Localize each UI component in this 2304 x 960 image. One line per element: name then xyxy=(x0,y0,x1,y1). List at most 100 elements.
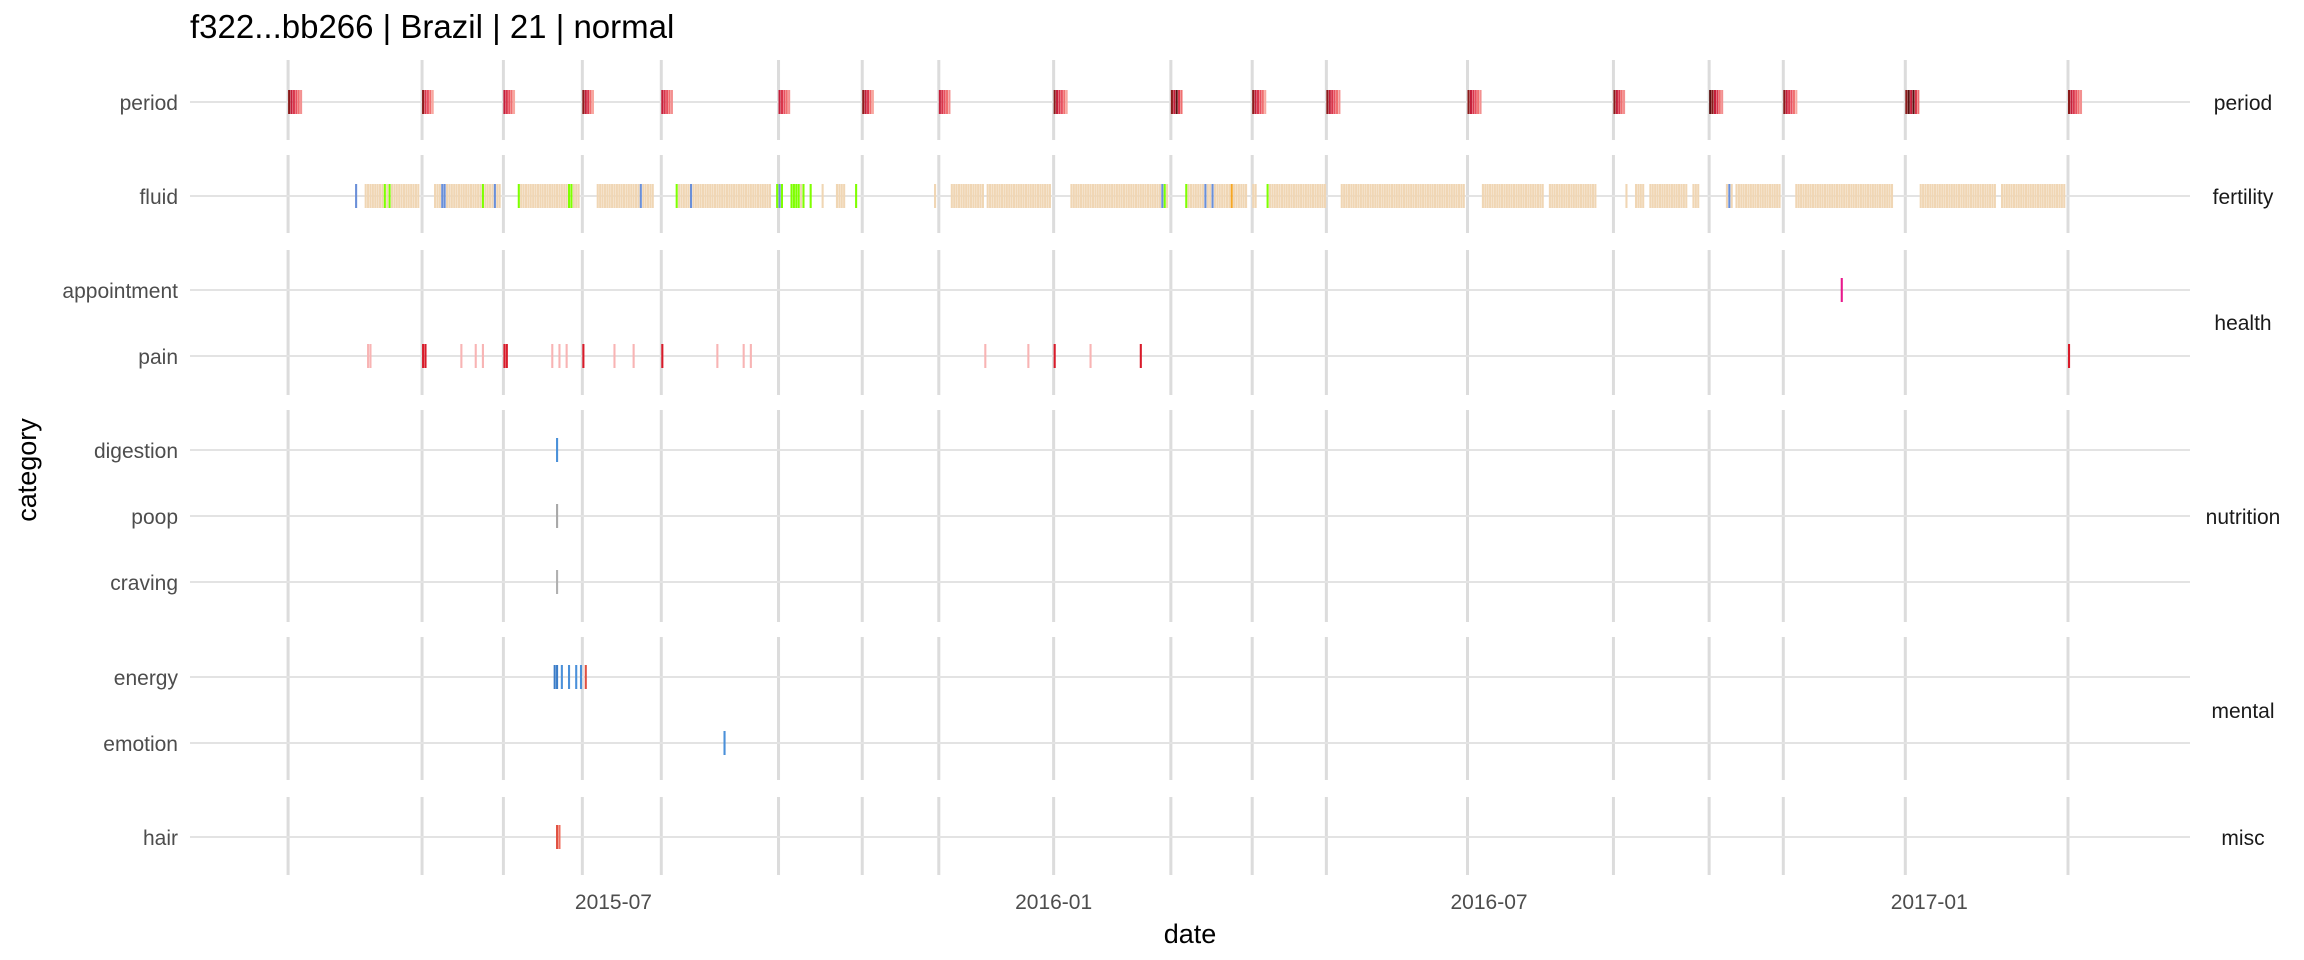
event-mark-fluid xyxy=(723,184,726,208)
event-mark-fluid xyxy=(2044,184,2047,208)
event-mark-fluid xyxy=(795,184,798,208)
event-mark-fluid xyxy=(747,184,750,208)
event-mark-fluid xyxy=(2046,184,2049,208)
event-mark-fluid xyxy=(998,184,1001,208)
event-mark-fluid xyxy=(1773,184,1776,208)
event-mark-fluid xyxy=(355,184,358,208)
event-mark-fluid xyxy=(400,184,403,208)
event-mark-fluid xyxy=(701,184,705,208)
event-mark-period xyxy=(1910,90,1913,114)
event-mark-fluid xyxy=(2060,184,2063,208)
event-mark-fluid xyxy=(395,184,398,208)
y-tick-label-energy: energy xyxy=(114,667,179,690)
event-mark-fluid xyxy=(620,184,623,208)
event-mark-fluid xyxy=(1527,184,1530,208)
event-mark-fluid xyxy=(1438,184,1441,208)
event-mark-fluid xyxy=(1807,184,1810,208)
event-mark-fluid xyxy=(780,184,783,208)
event-mark-fluid xyxy=(1113,184,1116,208)
event-mark-fluid xyxy=(2063,184,2066,208)
event-mark-fluid xyxy=(1740,184,1743,208)
event-mark-fluid xyxy=(1345,184,1348,208)
event-mark-fluid xyxy=(1828,184,1831,208)
event-mark-fluid xyxy=(1745,184,1748,208)
event-mark-energy xyxy=(584,665,587,689)
event-mark-fluid xyxy=(1015,184,1018,208)
event-mark-fluid xyxy=(608,184,611,208)
event-mark-fluid xyxy=(1187,184,1190,208)
event-mark-fluid xyxy=(1302,184,1305,208)
event-mark-fluid xyxy=(649,184,652,208)
event-mark-fluid xyxy=(1225,184,1228,208)
event-mark-fluid xyxy=(1881,184,1884,208)
event-mark-fluid xyxy=(1041,184,1044,208)
event-mark-fluid xyxy=(453,184,456,208)
event-mark-period xyxy=(1721,90,1724,114)
event-mark-fluid xyxy=(1216,184,1219,208)
event-mark-fluid xyxy=(498,184,501,208)
event-mark-fluid xyxy=(2039,184,2042,208)
event-mark-fluid xyxy=(1934,184,1937,208)
event-mark-fluid xyxy=(728,184,731,208)
y-tick-label-digestion: digestion xyxy=(94,440,178,463)
event-mark-fluid xyxy=(572,184,575,208)
event-mark-fluid xyxy=(1199,184,1202,208)
event-mark-fluid xyxy=(840,184,843,208)
event-mark-fluid xyxy=(843,184,846,208)
event-mark-fluid xyxy=(1350,184,1353,208)
event-mark-fluid xyxy=(548,184,551,208)
event-mark-fluid xyxy=(567,184,571,208)
event-mark-fluid xyxy=(1666,184,1669,208)
event-mark-fluid xyxy=(1512,184,1516,208)
event-mark-pain xyxy=(1139,344,1142,368)
event-mark-fluid xyxy=(711,184,714,208)
event-mark-period xyxy=(1905,90,1908,114)
event-mark-period xyxy=(663,90,666,114)
event-mark-fluid xyxy=(381,184,384,208)
event-mark-fluid xyxy=(1359,184,1362,208)
event-mark-pain xyxy=(505,344,508,368)
event-mark-period xyxy=(1173,90,1176,114)
event-mark-fluid xyxy=(1221,184,1224,208)
event-mark-period xyxy=(778,90,781,114)
event-mark-fluid xyxy=(484,184,487,208)
event-mark-fluid xyxy=(1194,184,1197,208)
event-mark-fluid xyxy=(1245,184,1248,208)
event-mark-fluid xyxy=(1491,184,1494,208)
event-mark-fluid xyxy=(1371,184,1374,208)
event-mark-fluid xyxy=(613,184,616,208)
event-mark-fluid xyxy=(599,184,602,208)
event-mark-fluid xyxy=(1419,184,1422,208)
event-mark-fluid xyxy=(1481,184,1484,208)
event-mark-fluid xyxy=(1362,184,1365,208)
event-mark-fluid xyxy=(1749,184,1752,208)
event-mark-fluid xyxy=(1974,184,1977,208)
event-mark-fluid xyxy=(1106,184,1109,208)
event-mark-fluid xyxy=(1431,184,1434,208)
event-mark-fluid xyxy=(1563,184,1566,208)
event-mark-fluid xyxy=(1594,184,1597,208)
event-mark-fluid xyxy=(1319,184,1322,208)
event-mark-fluid xyxy=(1352,184,1355,208)
event-mark-pain xyxy=(1027,344,1030,368)
event-mark-fluid xyxy=(675,184,678,208)
event-mark-fluid xyxy=(1309,184,1312,208)
event-mark-fluid xyxy=(821,184,824,208)
event-mark-fluid xyxy=(603,184,606,208)
event-mark-fluid xyxy=(809,184,812,208)
event-mark-period xyxy=(1472,90,1475,114)
event-mark-fluid xyxy=(646,184,650,208)
event-mark-fluid xyxy=(465,184,468,208)
event-mark-fluid xyxy=(402,184,406,208)
event-mark-fluid xyxy=(1230,184,1233,208)
event-mark-fluid xyxy=(1417,184,1420,208)
event-mark-fluid xyxy=(1967,184,1970,208)
event-mark-fluid xyxy=(1111,184,1114,208)
event-mark-fluid xyxy=(950,184,953,208)
event-mark-period xyxy=(2072,90,2075,114)
event-mark-fluid xyxy=(1634,184,1638,208)
event-mark-fluid xyxy=(1099,184,1102,208)
event-mark-fluid xyxy=(1312,184,1315,208)
event-mark-fluid xyxy=(835,184,839,208)
event-mark-fluid xyxy=(766,184,769,208)
